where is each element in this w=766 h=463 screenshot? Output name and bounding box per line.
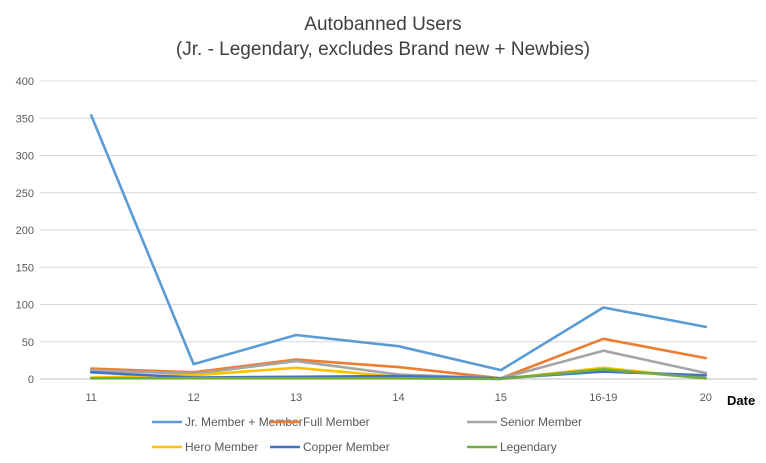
- x-tick-label: 15: [495, 392, 507, 404]
- series-line-2: [89, 349, 708, 380]
- legend: Jr. Member + Member Full Member Senior Mem…: [152, 415, 582, 454]
- chart-title: Autobanned Users: [304, 14, 462, 35]
- y-tick-label: 200: [16, 225, 34, 237]
- x-tick-label: 13: [290, 392, 302, 404]
- y-tick-label: 0: [28, 374, 34, 386]
- gridlines: [40, 80, 757, 343]
- legend-label: Hero Member: [185, 440, 258, 454]
- y-tick-label: 300: [16, 151, 34, 163]
- x-axis-title: Date: [727, 393, 756, 408]
- series-line-5: [89, 367, 708, 381]
- y-tick-label: 150: [16, 262, 34, 274]
- x-tick-label: 16-19: [589, 392, 617, 404]
- x-tick-label: 12: [188, 392, 200, 404]
- series-line-0: [89, 114, 708, 372]
- legend-label: Jr. Member + Member: [185, 415, 303, 429]
- axes: 0 50 100 150 200 250 300 350 400 11 12 13 14 15 16-19 2…: [16, 76, 757, 404]
- x-tick-label: 11: [86, 392, 97, 404]
- y-tick-label: 400: [16, 76, 34, 88]
- y-tick-label: 100: [16, 300, 34, 312]
- legend-label: Copper Member: [303, 440, 390, 454]
- series-lines: [89, 114, 708, 381]
- chart-subtitle: (Jr. - Legendary, excludes Brand new + N…: [175, 39, 591, 60]
- series-line-1: [89, 337, 708, 380]
- legend-label: Full Member: [303, 415, 370, 429]
- x-tick-label: 20: [700, 392, 712, 404]
- y-tick-label: 350: [16, 113, 34, 125]
- y-tick-label: 250: [16, 188, 34, 200]
- y-tick-label: 50: [22, 337, 34, 349]
- legend-label: Senior Member: [500, 415, 582, 429]
- x-tick-label: 14: [392, 392, 404, 404]
- legend-label: Legendary: [500, 440, 557, 454]
